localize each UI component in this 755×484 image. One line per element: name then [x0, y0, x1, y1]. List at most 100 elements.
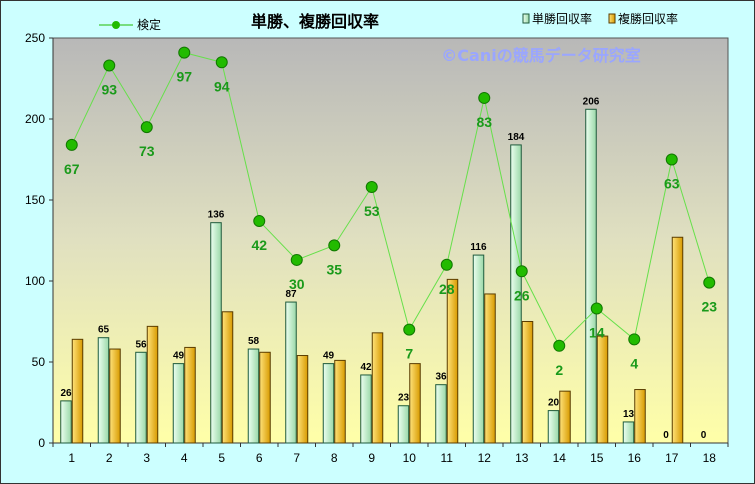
x-tick-label: 13: [515, 451, 529, 465]
kentei-point: [253, 215, 266, 228]
kentei-point: [215, 56, 228, 69]
x-tick-label: 8: [331, 451, 338, 465]
x-tick-label: 9: [368, 451, 375, 465]
bar-tansho-label: 58: [248, 336, 260, 347]
bar-fukusho: [109, 348, 121, 444]
kentei-point-label: 4: [630, 355, 638, 371]
bar-tansho-label: 87: [285, 289, 297, 300]
bar-fukusho: [146, 325, 159, 444]
bar-tansho-label: 206: [583, 96, 600, 107]
bar-tansho-label: 0: [701, 430, 707, 441]
kentei-point-label: 30: [289, 276, 305, 292]
bar-fukusho: [184, 346, 196, 444]
legend: 検定 単勝回収率 複勝回収率: [99, 11, 678, 32]
kentei-point: [553, 339, 566, 352]
y-tick-label: 100: [25, 274, 45, 288]
bar-tansho: [97, 337, 110, 444]
bar-tansho: [360, 374, 372, 444]
bar-fukusho: [409, 363, 421, 444]
bar-tansho: [622, 421, 635, 444]
kentei-point: [328, 239, 341, 252]
legend-swatch-fukusho: [608, 13, 616, 24]
y-tick-label: 50: [32, 355, 46, 369]
y-tick-label: 0: [38, 436, 45, 450]
bar-fukusho: [596, 335, 609, 444]
legend-label-tansho: 単勝回収率: [532, 11, 592, 26]
kentei-point: [515, 265, 528, 278]
bar-tansho-label: 136: [208, 210, 225, 221]
bar-tansho: [585, 108, 597, 444]
bar-tansho-label: 26: [60, 388, 72, 399]
kentei-point-label: 42: [251, 237, 267, 253]
bar-fukusho: [559, 390, 571, 444]
bar-tansho-label: 56: [135, 339, 147, 350]
x-tick-label: 18: [703, 451, 717, 465]
kentei-point-label: 28: [439, 281, 455, 297]
kentei-point-label: 83: [476, 114, 492, 130]
bar-fukusho: [259, 351, 271, 444]
kentei-point: [403, 323, 416, 336]
x-axis: 1 2 3 4 5 6 7 8 9 10 11 12 13 14 15 16 17 18: [52, 442, 729, 465]
y-tick-label: 250: [25, 31, 45, 45]
bar-tansho: [172, 363, 185, 444]
legend-label-fukusho: 複勝回収率: [618, 11, 678, 26]
bar-tansho: [247, 348, 260, 444]
bar-fukusho: [521, 321, 534, 444]
x-tick-label: 17: [665, 451, 679, 465]
x-tick-label: 7: [293, 451, 300, 465]
kentei-point: [103, 59, 116, 72]
x-tick-label: 6: [256, 451, 263, 465]
bar-fukusho: [484, 293, 496, 444]
bar-fukusho: [446, 278, 459, 444]
x-tick-label: 4: [181, 451, 188, 465]
bar-tansho: [510, 144, 522, 444]
bar-fukusho: [334, 359, 346, 444]
bar-tansho-label: 49: [323, 351, 335, 362]
bar-fukusho: [221, 311, 234, 444]
kentei-point: [65, 138, 78, 151]
bar-fukusho: [371, 332, 384, 444]
kentei-point-label: 67: [64, 161, 80, 177]
bar-tansho-label: 0: [663, 430, 669, 441]
kentei-point: [140, 121, 153, 134]
kentei-point: [290, 253, 303, 266]
bar-tansho: [547, 410, 560, 444]
x-tick-label: 12: [478, 451, 492, 465]
kentei-point: [178, 46, 191, 59]
bar-tansho-label: 42: [360, 362, 372, 373]
legend-swatch-tansho: [522, 13, 530, 24]
bar-tansho: [285, 301, 297, 444]
x-tick-label: 1: [68, 451, 75, 465]
y-tick-label: 150: [25, 193, 45, 207]
y-tick-label: 200: [25, 112, 45, 126]
kentei-point: [703, 276, 716, 289]
bar-tansho-label: 65: [98, 325, 110, 336]
legend-marker-swatch: [112, 21, 120, 29]
bar-tansho-label: 36: [435, 372, 447, 383]
x-tick-label: 10: [403, 451, 417, 465]
x-tick-label: 14: [553, 451, 567, 465]
bar-tansho: [472, 254, 485, 444]
kentei-point-label: 93: [101, 82, 117, 98]
kentei-point-label: 7: [405, 346, 413, 362]
plot-area: [52, 37, 729, 444]
y-axis: 0 50 100 150 200 250: [25, 31, 54, 450]
x-tick-label: 3: [143, 451, 150, 465]
bar-fukusho: [671, 236, 684, 444]
bar-tansho-label: 49: [173, 351, 185, 362]
kentei-point: [628, 333, 641, 346]
bar-tansho-label: 13: [623, 409, 635, 420]
bar-tansho: [435, 384, 447, 444]
kentei-point-label: 26: [514, 287, 530, 303]
bar-tansho-label: 20: [548, 398, 560, 409]
kentei-point-label: 94: [214, 78, 230, 94]
bar-tansho: [135, 351, 147, 444]
kentei-point: [365, 181, 378, 194]
bar-tansho: [397, 405, 410, 444]
x-tick-label: 15: [590, 451, 604, 465]
kentei-point-label: 2: [555, 362, 563, 378]
bar-tansho-label: 116: [470, 242, 487, 253]
kentei-line: [71, 51, 710, 347]
